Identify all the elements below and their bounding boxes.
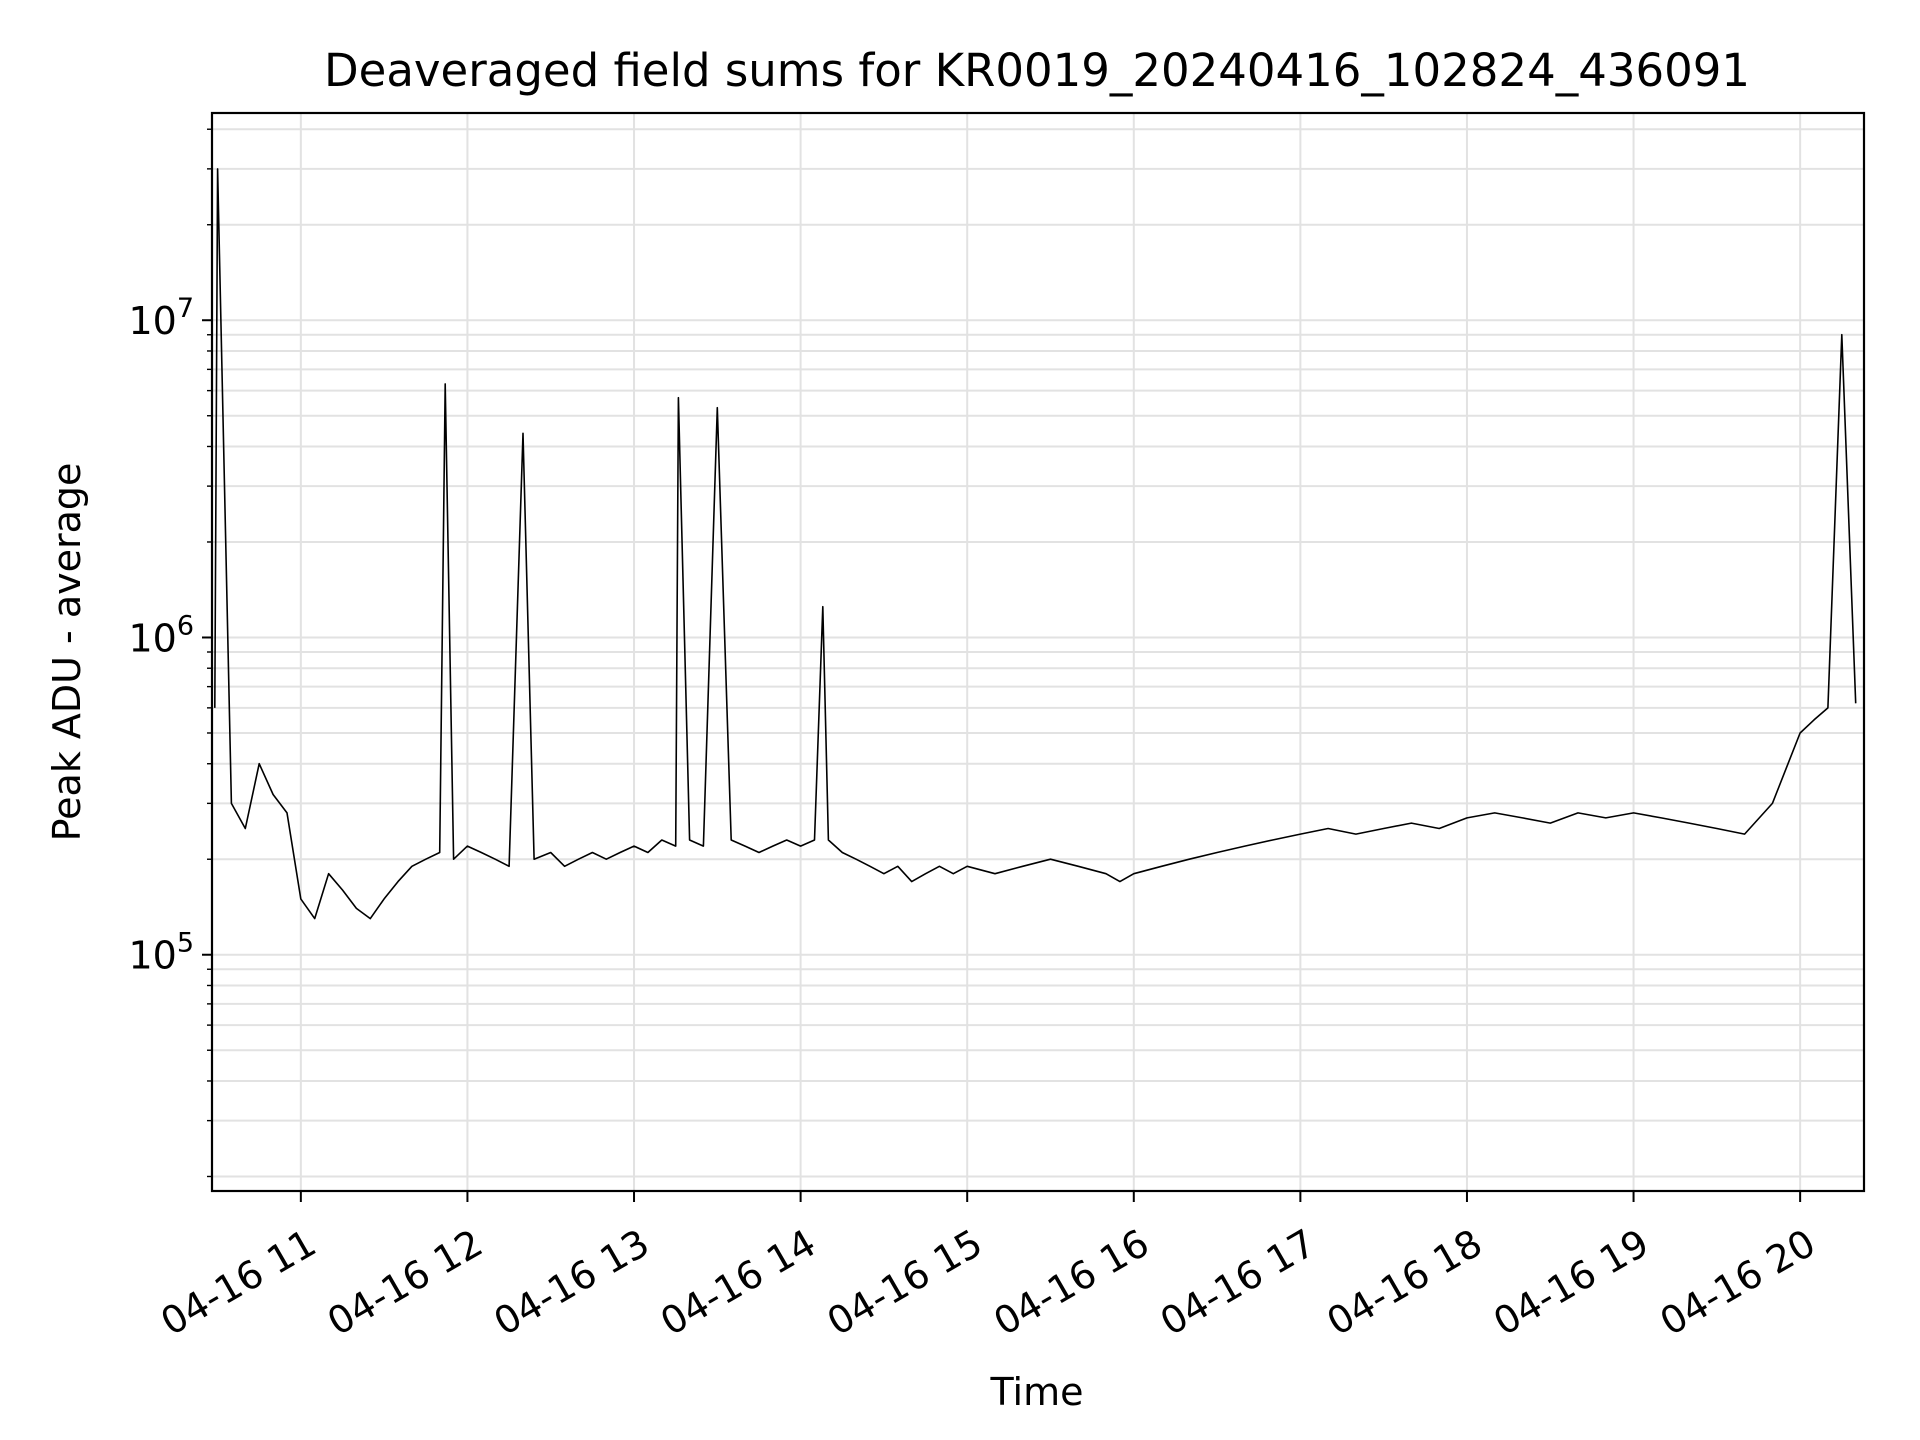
y-axis-label: Peak ADU - average <box>45 463 89 842</box>
series-line <box>214 168 1857 920</box>
y-tick-label: 106 <box>128 610 194 660</box>
series-layer <box>214 168 1857 920</box>
y-tick-label: 105 <box>128 928 194 978</box>
chart-title: Deaveraged field sums for KR0019_2024041… <box>324 44 1750 97</box>
y-axis: 105 106 107 <box>128 128 212 1178</box>
y-tick-label: 107 <box>128 293 194 343</box>
grid <box>212 113 1864 1191</box>
x-axis-label: Time <box>990 1370 1084 1414</box>
